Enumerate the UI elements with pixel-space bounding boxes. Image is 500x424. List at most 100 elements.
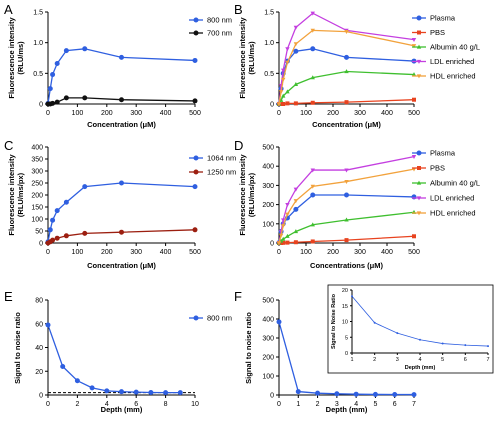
data-point (281, 240, 286, 245)
y-tick-label: 500 (262, 145, 274, 152)
y-tick-label: 1.0 (264, 40, 274, 47)
legend: 1064 nm 1250 nm (189, 154, 236, 177)
y-tick-label: 150 (31, 205, 43, 212)
y-axis-label: (RLU/ms/px) (247, 172, 256, 217)
legend-item: 1064 nm (189, 154, 236, 163)
x-tick-label: 0 (277, 249, 281, 256)
x-tick-label: 1 (296, 401, 300, 408)
inset-point (441, 342, 444, 345)
data-point (50, 100, 56, 106)
data-point (192, 227, 198, 233)
y-tick-label: 20 (35, 369, 43, 376)
legend-label: HDL enriched (430, 72, 476, 81)
data-point (293, 206, 299, 212)
x-tick-label: 5 (441, 357, 444, 363)
data-point (54, 61, 60, 67)
series-albumin-40-g-l (276, 209, 417, 245)
y-axis-label: (RLU/ms) (16, 41, 25, 75)
x-tick-label: 2 (373, 357, 376, 363)
data-point (119, 389, 124, 395)
y-axis-label: Signal to noise ratio (13, 312, 22, 384)
x-tick-label: 6 (134, 401, 138, 408)
x-tick-label: 400 (381, 249, 393, 256)
inset-point (487, 345, 489, 348)
legend-marker (193, 315, 199, 321)
y-tick-label: 0 (345, 351, 348, 357)
x-tick-label: 2 (316, 401, 320, 408)
x-axis-label: Concentration (μM) (312, 120, 381, 129)
data-point (54, 208, 60, 214)
x-tick-label: 300 (354, 249, 366, 256)
x-axis-label: Depth (mm) (101, 405, 143, 414)
data-point (344, 54, 349, 60)
y-tick-label: 0.5 (33, 71, 43, 78)
panel-c: C 0 100 200 300 400 500 0 50 100 150 200 250 300 350 40… (4, 138, 236, 270)
data-point (285, 89, 290, 94)
x-tick-label: 200 (327, 249, 339, 256)
x-tick-label: 300 (130, 249, 142, 256)
y-tick-label: 200 (262, 355, 274, 362)
data-point (276, 319, 282, 325)
panel-e: E 0 2 4 6 8 10 0 20 40 60 80 Depth (mm) Signal to noi… (4, 289, 232, 414)
series-line (278, 29, 415, 105)
data-point (279, 241, 284, 245)
x-tick-label: 200 (101, 249, 113, 256)
y-tick-label: 60 (35, 321, 43, 328)
y-axis-label: Signal to noise ratio (244, 312, 253, 384)
data-point (82, 95, 88, 101)
x-tick-label: 100 (72, 110, 84, 117)
data-point (119, 97, 124, 103)
legend-item: LDL enriched (412, 194, 474, 203)
x-tick-label: 1 (350, 357, 353, 363)
y-axis-label: Fluorescence intensity (238, 17, 247, 99)
panel-label: D (234, 138, 243, 153)
x-tick-label: 3 (335, 401, 339, 408)
data-point (285, 212, 290, 217)
data-point (392, 392, 398, 398)
y-tick-label: 350 (31, 157, 43, 164)
x-tick-label: 500 (408, 249, 420, 256)
data-point (285, 101, 290, 106)
data-point (411, 155, 417, 159)
data-point (278, 90, 284, 95)
data-point (278, 233, 284, 238)
inset-point (396, 332, 399, 335)
data-point (285, 47, 290, 52)
data-point (60, 364, 66, 369)
y-tick-label: 1.5 (33, 10, 43, 17)
legend-label: 1250 nm (207, 168, 236, 177)
legend-item: 800 nm (189, 314, 232, 323)
panel-label: F (234, 289, 242, 304)
data-point (285, 233, 290, 238)
data-point (192, 57, 198, 63)
legend-label: 800 nm (207, 314, 232, 323)
data-point (148, 390, 154, 396)
legend-label: Albumin 40 g/L (430, 179, 480, 188)
x-tick-label: 500 (189, 110, 201, 117)
data-point (293, 25, 299, 30)
data-point (285, 60, 290, 65)
data-point (54, 235, 60, 241)
data-point (293, 101, 298, 106)
y-tick-label: 200 (262, 202, 274, 209)
x-tick-label: 8 (164, 401, 168, 408)
legend-marker (416, 15, 422, 21)
series-line (278, 12, 415, 105)
series-700-nm (45, 95, 198, 107)
data-point (411, 38, 417, 42)
data-point (281, 224, 286, 229)
legend-marker (416, 150, 422, 156)
y-tick-label: 300 (262, 183, 274, 190)
legend-label: PBS (430, 164, 445, 173)
data-point (50, 237, 56, 243)
data-point (163, 390, 169, 396)
data-point (411, 392, 417, 398)
x-tick-label: 300 (354, 110, 366, 117)
data-point (281, 218, 286, 223)
legend-label: 700 nm (207, 29, 232, 38)
legend-item: 700 nm (189, 29, 232, 38)
data-point (344, 217, 349, 222)
x-tick-label: 100 (300, 249, 312, 256)
legend-marker (416, 59, 422, 64)
x-axis-label: Concentrations (μM) (310, 261, 383, 270)
